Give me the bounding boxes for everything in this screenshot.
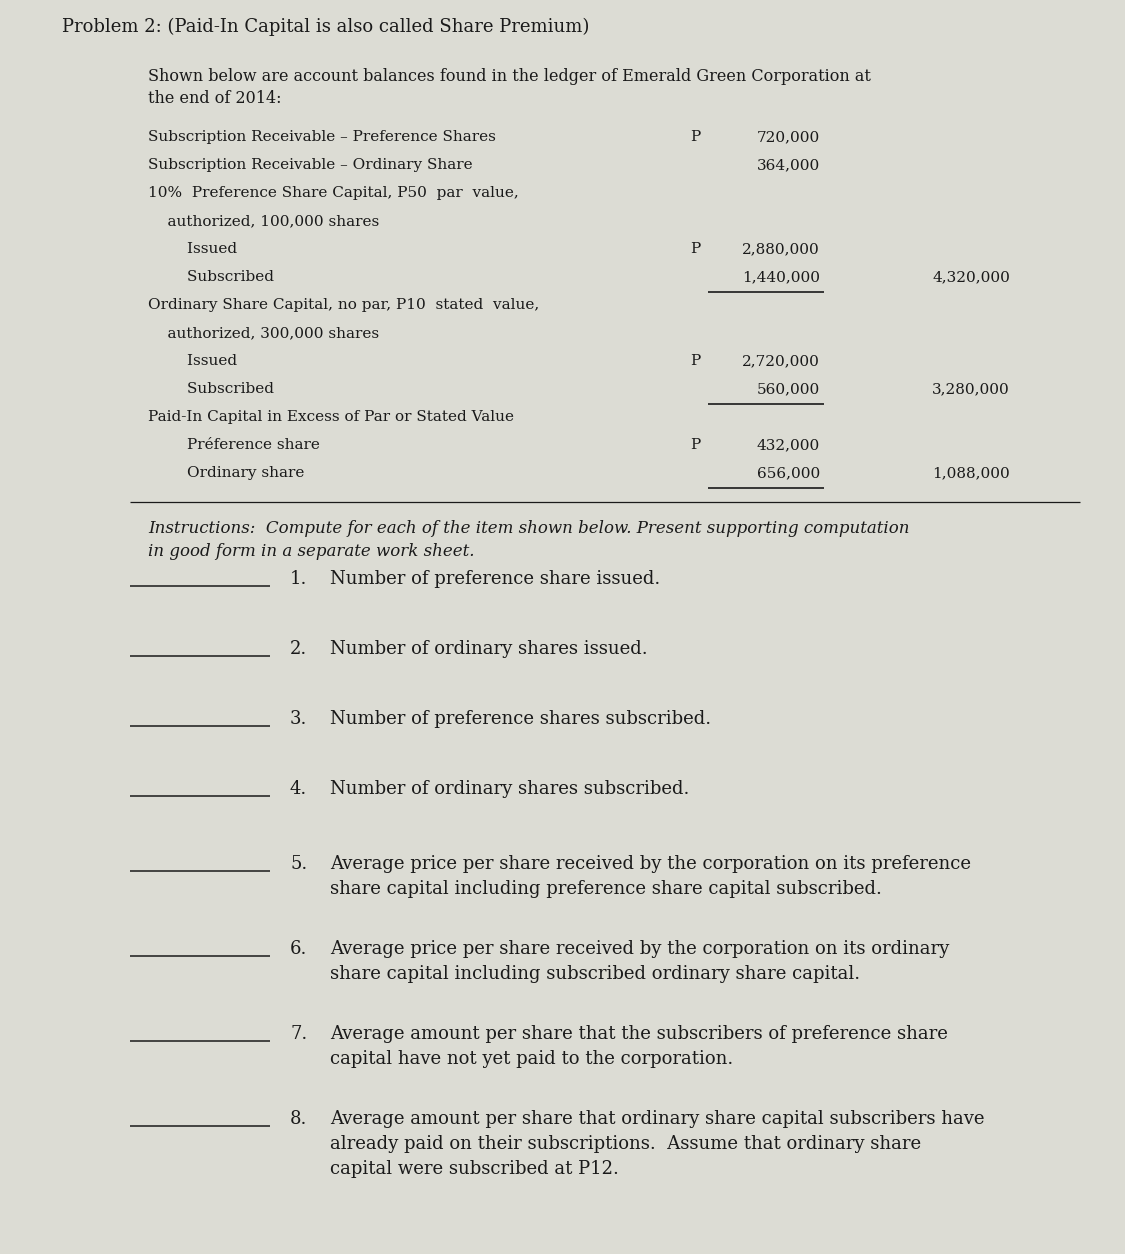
Text: Paid-In Capital in Excess of Par or Stated Value: Paid-In Capital in Excess of Par or Stat… <box>148 410 514 424</box>
Text: Subscription Receivable – Preference Shares: Subscription Receivable – Preference Sha… <box>148 130 496 144</box>
Text: Number of ordinary shares issued.: Number of ordinary shares issued. <box>330 640 648 658</box>
Text: Number of preference shares subscribed.: Number of preference shares subscribed. <box>330 710 711 729</box>
Text: 1.: 1. <box>290 571 307 588</box>
Text: 2.: 2. <box>290 640 307 658</box>
Text: Problem 2: (Paid-In Capital is also called Share Premium): Problem 2: (Paid-In Capital is also call… <box>62 18 590 36</box>
Text: 5.: 5. <box>290 855 307 873</box>
Text: Number of ordinary shares subscribed.: Number of ordinary shares subscribed. <box>330 780 690 798</box>
Text: Shown below are account balances found in the ledger of Emerald Green Corporatio: Shown below are account balances found i… <box>148 68 871 85</box>
Text: 1,440,000: 1,440,000 <box>742 270 820 283</box>
Text: Subscription Receivable – Ordinary Share: Subscription Receivable – Ordinary Share <box>148 158 472 172</box>
Text: Subscribed: Subscribed <box>148 270 274 283</box>
Text: 6.: 6. <box>290 940 307 958</box>
Text: 7.: 7. <box>290 1025 307 1043</box>
Text: Average amount per share that ordinary share capital subscribers have
already pa: Average amount per share that ordinary s… <box>330 1110 984 1178</box>
Text: Subscribed: Subscribed <box>148 382 274 396</box>
Text: authorized, 300,000 shares: authorized, 300,000 shares <box>148 326 379 340</box>
Text: 1,088,000: 1,088,000 <box>933 466 1010 480</box>
Text: Instructions:  Compute for each of the item shown below. Present supporting comp: Instructions: Compute for each of the it… <box>148 520 909 561</box>
Text: Préference share: Préference share <box>148 438 320 451</box>
Text: 364,000: 364,000 <box>757 158 820 172</box>
Text: the end of 2014:: the end of 2014: <box>148 90 281 107</box>
Text: 560,000: 560,000 <box>757 382 820 396</box>
Text: P: P <box>690 242 700 256</box>
Text: P: P <box>690 354 700 367</box>
Text: 656,000: 656,000 <box>757 466 820 480</box>
Text: Number of preference share issued.: Number of preference share issued. <box>330 571 660 588</box>
Text: Issued: Issued <box>148 354 237 367</box>
Text: 3.: 3. <box>290 710 307 729</box>
Text: 3,280,000: 3,280,000 <box>933 382 1010 396</box>
Text: 10%  Preference Share Capital, P50  par  value,: 10% Preference Share Capital, P50 par va… <box>148 186 519 199</box>
Text: Average amount per share that the subscribers of preference share
capital have n: Average amount per share that the subscr… <box>330 1025 948 1068</box>
Text: P: P <box>690 130 700 144</box>
Text: P: P <box>690 438 700 451</box>
Text: 4.: 4. <box>290 780 307 798</box>
Text: 720,000: 720,000 <box>757 130 820 144</box>
Text: 2,880,000: 2,880,000 <box>742 242 820 256</box>
Text: 8.: 8. <box>290 1110 307 1129</box>
Text: authorized, 100,000 shares: authorized, 100,000 shares <box>148 214 379 228</box>
Text: 2,720,000: 2,720,000 <box>742 354 820 367</box>
Text: Issued: Issued <box>148 242 237 256</box>
Text: Average price per share received by the corporation on its ordinary
share capita: Average price per share received by the … <box>330 940 949 983</box>
Text: 4,320,000: 4,320,000 <box>933 270 1010 283</box>
Text: 432,000: 432,000 <box>757 438 820 451</box>
Text: Ordinary Share Capital, no par, P10  stated  value,: Ordinary Share Capital, no par, P10 stat… <box>148 298 539 312</box>
Text: Ordinary share: Ordinary share <box>148 466 305 480</box>
Text: Average price per share received by the corporation on its preference
share capi: Average price per share received by the … <box>330 855 971 898</box>
